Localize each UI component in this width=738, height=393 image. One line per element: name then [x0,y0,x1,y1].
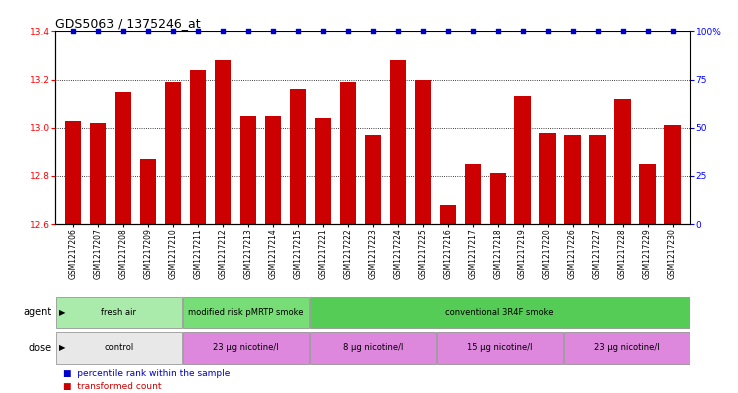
Bar [564,332,689,364]
Bar [183,296,308,329]
Point [192,28,204,35]
Point [466,28,478,35]
Text: 8 μg nicotine/l: 8 μg nicotine/l [342,343,403,352]
Point [517,28,528,35]
Text: GDS5063 / 1375246_at: GDS5063 / 1375246_at [55,17,201,30]
Point [392,28,404,35]
Point [317,28,328,35]
Bar [565,135,581,224]
Bar [464,164,480,224]
Bar [390,61,406,224]
Point [142,28,154,35]
Bar [215,61,231,224]
Bar [310,296,689,329]
Point [117,28,128,35]
Bar [265,116,281,224]
Bar [65,121,81,224]
Point [417,28,429,35]
Text: dose: dose [29,343,52,353]
Bar [339,82,356,224]
Text: ■  transformed count: ■ transformed count [63,382,161,391]
Point [92,28,104,35]
Point [592,28,604,35]
Text: agent: agent [24,307,52,318]
Bar [90,123,106,224]
Bar [190,70,206,224]
Text: ▶: ▶ [59,343,66,352]
Point [367,28,379,35]
Point [292,28,303,35]
Bar [165,82,181,224]
Bar [289,89,306,224]
Point [67,28,79,35]
Text: conventional 3R4F smoke: conventional 3R4F smoke [445,308,554,317]
Point [567,28,579,35]
Bar [139,159,156,224]
Text: 23 μg nicotine/l: 23 μg nicotine/l [594,343,659,352]
Bar [240,116,256,224]
Text: 23 μg nicotine/l: 23 μg nicotine/l [213,343,278,352]
Point [217,28,229,35]
Point [641,28,653,35]
Point [267,28,279,35]
Bar [56,296,182,329]
Bar [539,132,556,224]
Point [492,28,503,35]
Point [342,28,354,35]
Point [242,28,254,35]
Text: fresh air: fresh air [101,308,137,317]
Point [617,28,629,35]
Bar [415,80,431,224]
Point [167,28,179,35]
Bar [639,164,655,224]
Text: control: control [104,343,134,352]
Bar [310,332,435,364]
Bar [183,332,308,364]
Bar [314,118,331,224]
Bar [437,332,562,364]
Text: 15 μg nicotine/l: 15 μg nicotine/l [467,343,532,352]
Point [442,28,454,35]
Bar [489,173,506,224]
Bar [114,92,131,224]
Bar [664,125,680,224]
Point [542,28,554,35]
Text: ■  percentile rank within the sample: ■ percentile rank within the sample [63,369,230,378]
Point [666,28,678,35]
Text: ▶: ▶ [59,308,66,317]
Bar [440,205,456,224]
Text: modified risk pMRTP smoke: modified risk pMRTP smoke [188,308,303,317]
Bar [590,135,606,224]
Bar [56,332,182,364]
Bar [365,135,381,224]
Bar [514,96,531,224]
Bar [615,99,631,224]
